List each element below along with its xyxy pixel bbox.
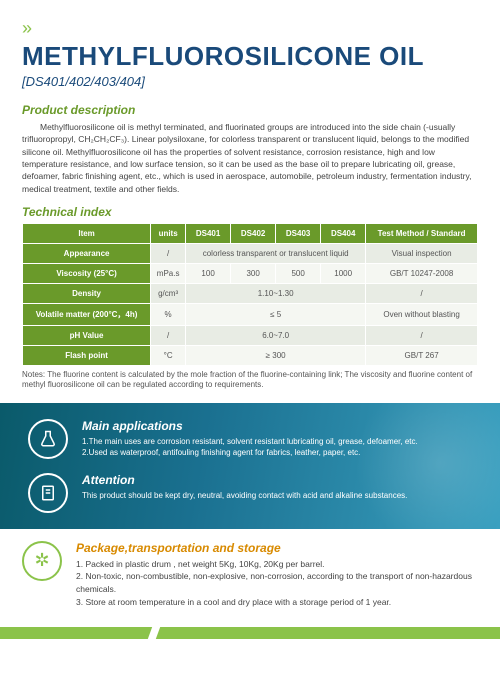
apps-line1: 1.The main uses are corrosion resistant,…	[82, 436, 418, 447]
package-block: ✲ Package,transportation and storage 1. …	[22, 541, 478, 609]
tech-table: ItemunitsDS401DS402DS403DS404Test Method…	[22, 223, 478, 366]
pkg-l1: 1. Packed in plastic drum , net weight 5…	[76, 558, 478, 571]
col-header: Test Method / Standard	[366, 223, 478, 243]
table-row: pH Value/6.0~7.0/	[23, 325, 478, 345]
table-row: Flash point°C≥ 300GB/T 267	[23, 345, 478, 365]
pkg-heading: Package,transportation and storage	[76, 541, 478, 555]
chevron-icon: »	[22, 18, 478, 39]
applications-block: Main applications 1.The main uses are co…	[0, 403, 500, 529]
table-row: Densityg/cm³1.10~1.30/	[23, 283, 478, 303]
tech-heading: Technical index	[22, 205, 478, 219]
page-subtitle: [DS401/402/403/404]	[22, 74, 478, 89]
table-row: Viscosity (25°C)mPa.s1003005001000GB/T 1…	[23, 263, 478, 283]
table-row: Appearance/colorless transparent or tran…	[23, 243, 478, 263]
pkg-l2: 2. Non-toxic, non-combustible, non-explo…	[76, 570, 478, 596]
note-icon	[28, 473, 68, 513]
apps-line2: 2.Used as waterproof, antifouling finish…	[82, 447, 418, 458]
col-header: units	[151, 223, 186, 243]
desc-heading: Product description	[22, 103, 478, 117]
attn-heading: Attention	[82, 473, 407, 487]
gear-icon: ✲	[22, 541, 62, 581]
table-row: Volatile matter (200°C，4h)%≤ 5Oven witho…	[23, 303, 478, 325]
tech-notes: Notes: The fluorine content is calculate…	[22, 370, 478, 391]
flask-icon	[28, 419, 68, 459]
col-header: DS403	[276, 223, 321, 243]
page-title: METHYLFLUOROSILICONE OIL	[22, 41, 478, 72]
attn-body: This product should be kept dry, neutral…	[82, 490, 407, 501]
desc-body: Methylfluorosilicone oil is methyl termi…	[22, 121, 478, 195]
footer-bar	[0, 627, 500, 639]
col-header: DS402	[231, 223, 276, 243]
apps-heading: Main applications	[82, 419, 418, 433]
col-header: DS401	[186, 223, 231, 243]
col-header: DS404	[321, 223, 366, 243]
pkg-l3: 3. Store at room temperature in a cool a…	[76, 596, 478, 609]
col-header: Item	[23, 223, 151, 243]
